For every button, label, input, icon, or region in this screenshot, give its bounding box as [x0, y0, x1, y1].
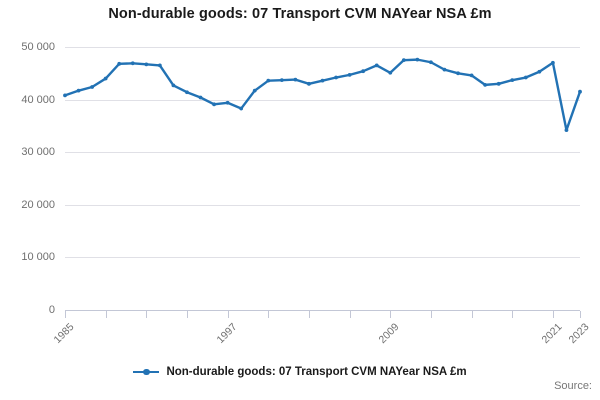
legend-marker-icon	[133, 366, 160, 378]
data-point-marker	[90, 85, 95, 89]
data-point-marker	[63, 93, 67, 98]
data-point-marker	[171, 83, 176, 88]
data-point-marker	[578, 89, 582, 94]
x-axis-tick	[580, 311, 581, 318]
x-axis-tick	[186, 311, 188, 318]
data-point-marker	[415, 57, 420, 62]
data-point-marker	[347, 72, 352, 77]
data-point-marker	[130, 61, 135, 66]
x-axis-tick	[227, 311, 229, 318]
data-point-marker	[157, 63, 162, 68]
data-point-marker	[144, 62, 149, 67]
x-axis-tick	[349, 311, 351, 318]
x-axis-tick	[430, 311, 432, 318]
y-axis-tick-label: 10 000	[21, 251, 55, 264]
chart-legend: Non-durable goods: 07 Transport CVM NAYe…	[0, 366, 600, 378]
data-point-marker	[361, 69, 366, 74]
data-point-marker	[510, 78, 515, 83]
data-point-marker	[442, 67, 447, 72]
data-point-marker	[401, 58, 406, 63]
data-point-marker	[293, 77, 298, 82]
y-axis-tick-label: 30 000	[21, 146, 55, 159]
data-point-marker	[320, 78, 325, 83]
data-point-marker	[537, 69, 542, 74]
data-point-marker	[483, 82, 488, 87]
data-point-marker	[334, 75, 338, 80]
x-axis-tick	[146, 311, 148, 318]
data-point-marker	[239, 106, 244, 111]
y-axis-tick-label: 20 000	[21, 198, 55, 211]
data-point-marker	[307, 81, 311, 86]
x-axis-tick	[65, 311, 66, 318]
gridline	[65, 204, 580, 206]
gridline	[65, 152, 580, 154]
data-point-marker	[388, 70, 393, 75]
data-point-marker	[76, 88, 81, 93]
data-point-marker	[550, 60, 555, 65]
axis-baseline	[65, 310, 580, 311]
data-point-marker	[198, 95, 203, 100]
x-axis-tick	[552, 311, 554, 318]
source-label: Source:	[554, 380, 592, 392]
x-axis-tick	[471, 311, 473, 318]
gridline	[65, 257, 580, 259]
data-point-marker	[212, 102, 216, 107]
data-point-marker	[117, 61, 122, 66]
series-line-non-durable-goods-07-transport	[63, 57, 582, 133]
series-path	[63, 58, 582, 132]
y-axis-tick-label: 0	[48, 304, 55, 316]
data-point-marker	[279, 78, 284, 83]
data-point-marker	[266, 78, 271, 83]
x-axis-tick	[512, 311, 514, 318]
data-point-marker	[429, 60, 433, 65]
data-point-marker	[456, 71, 460, 76]
data-point-marker	[103, 76, 108, 81]
data-point-marker	[374, 63, 379, 68]
data-point-marker	[564, 128, 569, 133]
gridline	[65, 47, 580, 48]
plot-area	[63, 47, 582, 311]
data-point-marker	[225, 100, 230, 105]
data-point-marker	[496, 81, 501, 86]
x-axis-tick	[105, 311, 107, 318]
chart-title: Non-durable goods: 07 Transport CVM NAYe…	[108, 6, 492, 22]
data-point-marker	[469, 73, 474, 78]
data-point-marker	[185, 90, 189, 95]
x-axis-tick	[390, 311, 392, 318]
x-axis-tick	[308, 311, 310, 318]
y-axis-tick-label: 50 000	[21, 41, 55, 53]
data-point-marker	[523, 75, 528, 80]
x-axis-tick	[268, 311, 270, 318]
gridline	[65, 99, 580, 101]
data-point-marker	[252, 88, 257, 93]
y-axis-tick-label: 40 000	[21, 93, 55, 106]
legend-item-label: Non-durable goods: 07 Transport CVM NAYe…	[166, 366, 467, 378]
